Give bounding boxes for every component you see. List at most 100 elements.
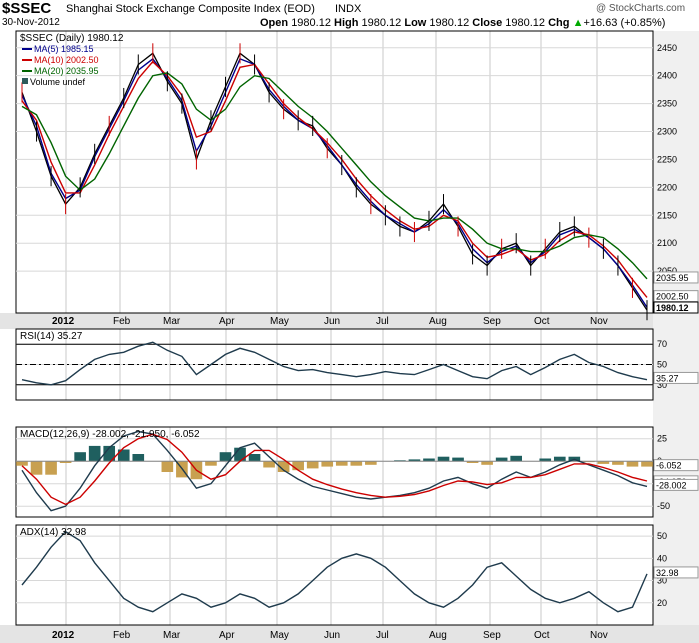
histogram-bar — [219, 452, 232, 462]
series-line — [21, 57, 648, 308]
y-tick-label: 2150 — [657, 210, 677, 220]
histogram-bar — [74, 452, 86, 462]
axis-band — [0, 313, 699, 329]
x-tick-label: Jul — [376, 316, 389, 327]
index-name: Shanghai Stock Exchange Composite Index … — [66, 3, 315, 15]
symbol-title: $SSEC — [2, 0, 52, 17]
end-label-box — [653, 478, 699, 491]
y-tick-label: 2200 — [657, 182, 677, 192]
histogram-bar — [234, 447, 246, 462]
open-value: 1980.12 — [291, 17, 331, 29]
panel-title: MACD(12,26,9) -28.002, -21.950, -6.052 — [20, 429, 200, 440]
histogram-bar — [59, 461, 72, 463]
histogram-bar — [481, 461, 493, 465]
histogram-bar — [539, 458, 552, 462]
y-tick-label: 2450 — [657, 43, 677, 53]
panel-title: $SSEC (Daily) 1980.12 — [20, 33, 124, 44]
series-line — [21, 72, 648, 280]
histogram-bar — [321, 461, 334, 467]
panel-frame — [15, 426, 654, 518]
y-tick-label: 20 — [657, 598, 667, 608]
x-tick-label: Jun — [324, 316, 340, 327]
end-label: -28.002 — [656, 480, 687, 490]
panel-frame — [15, 30, 654, 314]
series-line — [21, 341, 648, 386]
end-label: 35.27 — [656, 373, 679, 383]
x-tick-label: Nov — [590, 630, 608, 641]
panel-frame — [15, 524, 654, 626]
watermark: @ StockCharts.com — [596, 3, 686, 14]
histogram-bar — [466, 461, 479, 463]
histogram-bar — [553, 456, 566, 462]
panel-title: RSI(14) 35.27 — [20, 331, 83, 342]
chg-value: +16.63 (+0.85%) — [583, 17, 666, 29]
x-tick-label: Mar — [163, 316, 181, 327]
histogram-bar — [205, 461, 217, 466]
panel-border — [15, 30, 654, 314]
high-value: 1980.12 — [361, 17, 402, 29]
chg-label: Chg — [548, 17, 570, 29]
x-tick-label: Mar — [163, 630, 181, 641]
panel-title: ADX(14) 32.98 — [20, 527, 87, 538]
axis-band — [0, 625, 699, 643]
histogram-bar — [437, 456, 450, 462]
histogram-bar — [30, 461, 43, 475]
legend-label: MA(10) 2002.50 — [34, 55, 99, 65]
y-tick-label: 30 — [657, 380, 667, 390]
end-label: -6.052 — [656, 461, 682, 471]
x-tick-label: 2012 — [52, 316, 75, 327]
date-label: 30-Nov-2012 — [2, 17, 60, 28]
series-line — [21, 530, 648, 613]
x-tick-label: May — [270, 316, 289, 327]
open-label: Open — [260, 17, 289, 29]
panel-border — [15, 426, 654, 518]
x-tick-label: Sep — [483, 630, 501, 641]
histogram-bar — [306, 461, 319, 469]
histogram-bar — [292, 461, 304, 471]
ohlc-row: Open 1980.12 High 1980.12 Low 1980.12 Cl… — [260, 17, 665, 29]
legend-label: MA(20) 2035.95 — [34, 66, 99, 76]
histogram-bar — [626, 461, 639, 467]
end-label-box — [653, 271, 699, 284]
y-tick-label: 70 — [657, 339, 667, 349]
low-value: 1980.12 — [429, 17, 470, 29]
end-label-box — [653, 566, 699, 579]
histogram-bar — [335, 461, 348, 466]
y-tick-label: -50 — [657, 501, 670, 511]
y-tick-label: 50 — [657, 531, 667, 541]
end-label-box — [653, 301, 699, 314]
histogram-bar — [103, 445, 116, 462]
end-label: 2002.50 — [656, 292, 689, 302]
x-tick-label: Oct — [534, 630, 550, 641]
x-tick-label: Aug — [429, 316, 447, 327]
histogram-bar — [641, 461, 653, 467]
exchange-label: INDX — [335, 3, 362, 15]
chg-arrow-icon: ▲ — [572, 17, 584, 29]
histogram-bar — [132, 454, 145, 462]
low-label: Low — [404, 17, 427, 29]
x-tick-label: Oct — [534, 316, 550, 327]
series-line — [21, 60, 648, 298]
series-line — [21, 430, 648, 512]
x-tick-label: Apr — [219, 316, 235, 327]
y-tick-label: 2400 — [657, 71, 677, 81]
legend-swatch — [22, 78, 28, 84]
end-label-box — [653, 459, 699, 472]
x-tick-label: Jul — [376, 630, 389, 641]
histogram-bar — [510, 455, 522, 462]
x-tick-label: Jun — [324, 630, 340, 641]
y-tick-label: 2350 — [657, 99, 677, 109]
yaxis-band — [653, 31, 699, 625]
histogram-bar — [277, 461, 290, 472]
x-tick-label: Feb — [113, 316, 131, 327]
panel-border — [15, 524, 654, 626]
histogram-bar — [495, 457, 508, 462]
histogram-bar — [16, 461, 28, 466]
close-value: 1980.12 — [505, 17, 546, 29]
end-label: 32.98 — [656, 568, 679, 578]
histogram-bar — [117, 449, 130, 462]
y-tick-label: 50 — [657, 360, 667, 370]
x-tick-label: Feb — [113, 630, 131, 641]
histogram-bar — [408, 459, 421, 462]
